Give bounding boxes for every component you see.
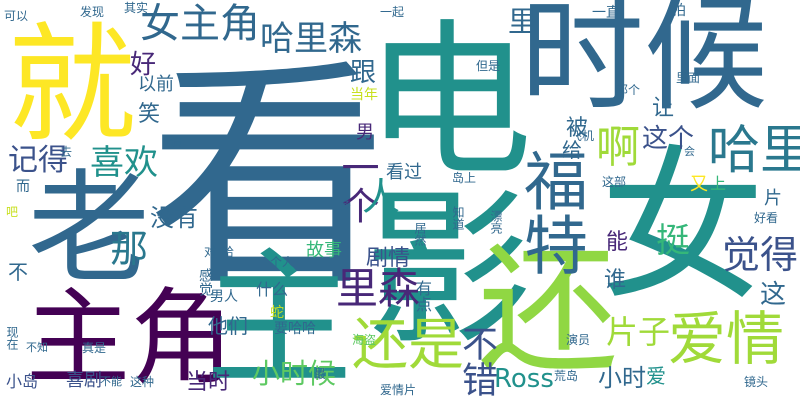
word-yiqian: 以前	[138, 74, 174, 95]
word-shui: 谁	[604, 268, 627, 293]
word-xiaodao: 小岛	[6, 372, 39, 391]
word-nage: 那个	[616, 83, 641, 97]
word-xianzai: 现在	[5, 326, 19, 350]
word-rang: 让	[652, 96, 675, 121]
word-you: 又	[690, 174, 708, 195]
word-fute: 福特	[513, 148, 587, 276]
word-yiqi: 一起	[380, 5, 405, 19]
word-gei: 给	[562, 138, 582, 162]
word-dui: 对	[204, 245, 217, 259]
word-yaohaha: 要哈哈	[274, 321, 316, 337]
word-dianying: 电影	[336, 12, 532, 348]
word-lisen: 里森	[336, 264, 421, 313]
word-hui: 会	[684, 145, 695, 158]
word-buneng: 不能	[100, 375, 122, 388]
word-ganjue: 感觉	[197, 268, 213, 296]
word-meiyou: 没有	[150, 204, 198, 232]
word-zui: 最	[314, 367, 327, 381]
word-jingtou: 镜头	[744, 375, 769, 389]
word-daoshang: 岛上	[452, 171, 477, 185]
word-nv: 女	[600, 131, 765, 323]
word-aiqing: 爱情	[668, 305, 785, 373]
word-hai: 还	[478, 230, 619, 393]
word-haidao: 海盗	[352, 333, 377, 347]
word-aiqingpian: 爱情片	[380, 383, 417, 397]
word-faxian: 发现	[80, 5, 105, 19]
word-bu: 不	[8, 260, 28, 284]
word-bei: 被	[566, 116, 589, 141]
word-feiji: 飞机	[570, 129, 595, 143]
word-kanguo: 看过	[386, 162, 422, 183]
word-she: 蛇	[270, 305, 284, 321]
word-a: 啊	[596, 122, 640, 173]
word-nanren: 男人	[210, 289, 238, 305]
word-pian: 片	[764, 188, 782, 209]
word-pianzi: 片子	[606, 313, 671, 351]
word-gen: 跟	[350, 58, 377, 88]
word-huangdao: 荒岛	[554, 369, 579, 383]
word-ai: 爱	[646, 364, 666, 388]
word-danshi: 但是	[476, 59, 501, 73]
word-qishi: 其实	[124, 1, 149, 15]
word-keyi: 可以	[4, 9, 29, 23]
word-ting: 挺	[656, 221, 690, 261]
word-duo: 多	[340, 199, 351, 212]
word-halisen: 哈里森	[260, 19, 362, 59]
word-gushi: 故事	[306, 240, 342, 261]
word-ren: 人	[362, 175, 401, 219]
word-qu: 去	[60, 145, 73, 159]
word-tamen: 他们	[208, 314, 248, 338]
word-zhujiao: 主角	[26, 277, 235, 399]
word-juede: 觉得	[722, 233, 799, 277]
word-li: 里	[508, 5, 537, 38]
word-shang: 上	[710, 174, 727, 193]
word-zhe: 这	[760, 280, 787, 310]
word-piaoliang: 漂亮	[489, 210, 503, 234]
word-ba: 吧	[6, 205, 19, 219]
word-yanyuan: 演员	[566, 333, 591, 347]
word-na: 那	[110, 227, 149, 271]
word-zhenshi: 真是	[82, 341, 107, 355]
word-zhebu: 这部	[602, 175, 627, 189]
word-zhege: 这个	[642, 124, 695, 154]
word-jide: 记得	[8, 143, 68, 178]
word-nvzhujiao: 女主角	[140, 1, 260, 47]
word-xiao: 笑	[138, 102, 161, 127]
word-juqing: 剧情	[366, 246, 411, 271]
word-yizhi: 一直	[592, 5, 620, 21]
word-juran: 居然	[413, 222, 427, 246]
word-er: 而	[16, 179, 30, 195]
word-buzhi: 不知	[26, 341, 48, 354]
word-shihou: 时候	[520, 0, 769, 128]
word-zhezhong: 这种	[130, 375, 155, 389]
word-xihuan: 喜欢	[90, 143, 158, 183]
word-shenme: 什么	[256, 280, 289, 299]
word-xiaoshi: 小时	[598, 364, 646, 392]
word-haishi: 还是	[352, 313, 464, 378]
word-neng: 能	[606, 230, 629, 255]
word-zhu: 主	[205, 234, 353, 400]
word-lao: 老	[28, 158, 150, 300]
word-pai: 拍	[672, 3, 686, 19]
word-geren: 个人	[270, 255, 295, 269]
word-xiaoshihou: 小时候	[252, 357, 337, 390]
word-dangshi: 当时	[186, 370, 231, 395]
word-hao: 好	[130, 50, 157, 80]
word-ross: Ross	[494, 364, 554, 394]
word-yige: 一个	[335, 148, 379, 224]
word-yan: 演	[170, 135, 183, 149]
word-bucuo: 不错	[456, 325, 497, 397]
word-dangnian: 当年	[350, 87, 378, 103]
word-hali: 哈里	[708, 121, 800, 181]
word-jiu: 就	[8, 11, 137, 160]
word-xiju: 喜剧	[66, 370, 102, 391]
word-zhidao: 知道	[451, 206, 465, 230]
word-nan: 男	[356, 122, 374, 143]
word-limian: 里面	[676, 71, 701, 85]
word-kan: 看	[148, 38, 389, 318]
word-youdian: 有点	[413, 280, 432, 312]
word-haokan: 好看	[754, 211, 779, 225]
word-ha: 哈	[222, 245, 235, 259]
